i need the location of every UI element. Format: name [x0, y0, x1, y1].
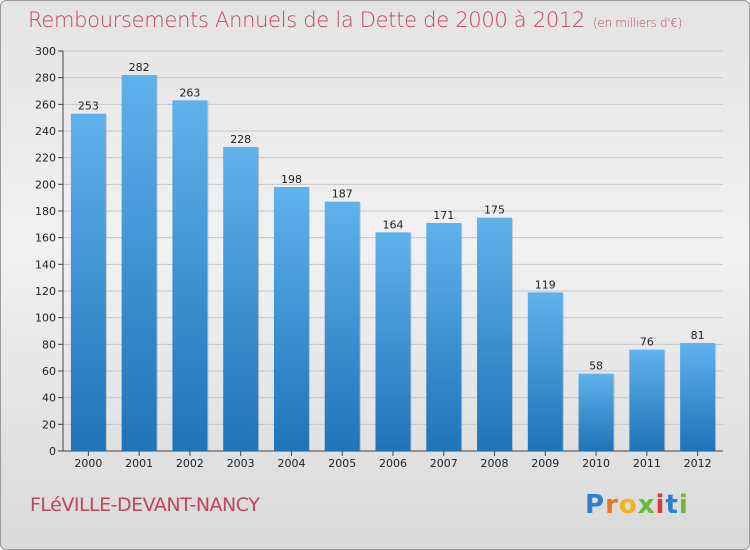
y-tick-label: 240: [35, 125, 56, 138]
value-label: 282: [129, 61, 150, 74]
x-tick-label: 2008: [481, 457, 509, 470]
value-label: 76: [640, 336, 654, 349]
bar: [629, 349, 665, 451]
unit-note: (en milliers d'€): [593, 16, 683, 30]
value-label: 263: [179, 86, 200, 99]
commune-name: FLéVILLE-DEVANT-NANCY: [30, 494, 260, 516]
x-tick-label: 2011: [633, 457, 661, 470]
y-tick-label: 60: [42, 365, 56, 378]
value-label: 119: [535, 278, 556, 291]
y-tick-label: 140: [35, 258, 56, 271]
y-tick-label: 260: [35, 98, 56, 111]
y-tick-label: 100: [35, 312, 56, 325]
bar: [680, 343, 716, 451]
y-tick-label: 80: [42, 338, 56, 351]
y-tick-label: 40: [42, 392, 56, 405]
value-label: 228: [230, 133, 251, 146]
bar: [324, 201, 360, 451]
bar: [527, 292, 563, 451]
y-tick-label: 200: [35, 178, 56, 191]
y-tick-label: 280: [35, 72, 56, 85]
bar: [375, 232, 411, 451]
y-tick-label: 300: [35, 45, 56, 58]
x-tick-label: 2010: [582, 457, 610, 470]
bar: [172, 100, 208, 451]
y-tick-label: 120: [35, 285, 56, 298]
labels: 0 20 40 60 80 100 120 140 160 180 200 220 240 260 280 3…: [35, 45, 712, 470]
value-label: 187: [332, 188, 353, 201]
x-tick-label: 2007: [430, 457, 458, 470]
value-label: 81: [691, 329, 705, 342]
chart-title: Remboursements Annuels de la Dette de 20…: [28, 8, 682, 32]
x-tick-label: 2004: [277, 457, 305, 470]
value-label: 175: [484, 204, 505, 217]
x-tick-label: 2006: [379, 457, 407, 470]
bar: [477, 217, 513, 451]
x-tick-label: 2003: [227, 457, 255, 470]
bar: [578, 373, 614, 451]
x-tick-label: 2000: [74, 457, 102, 470]
y-tick-label: 160: [35, 232, 56, 245]
x-tick-label: 2005: [328, 457, 356, 470]
y-tick-label: 180: [35, 205, 56, 218]
y-tick-label: 0: [49, 445, 56, 458]
x-tick-label: 2002: [176, 457, 204, 470]
bar: [121, 75, 157, 451]
value-label: 58: [589, 360, 603, 373]
bars: [70, 75, 717, 452]
value-label: 171: [433, 209, 454, 222]
value-label: 164: [383, 218, 404, 231]
bar: [273, 187, 309, 451]
proxiti-logo: Proxiti: [585, 490, 689, 520]
x-tick-label: 2001: [125, 457, 153, 470]
bar: [70, 113, 106, 452]
bar: [223, 147, 259, 451]
chart-title-text: Remboursements Annuels de la Dette de 20…: [28, 8, 585, 32]
x-tick-label: 2012: [684, 457, 712, 470]
value-label: 253: [78, 100, 99, 113]
y-tick-label: 220: [35, 152, 56, 165]
x-tick-label: 2009: [531, 457, 559, 470]
y-tick-label: 20: [42, 418, 56, 431]
bar: [426, 223, 462, 451]
value-label: 198: [281, 173, 302, 186]
